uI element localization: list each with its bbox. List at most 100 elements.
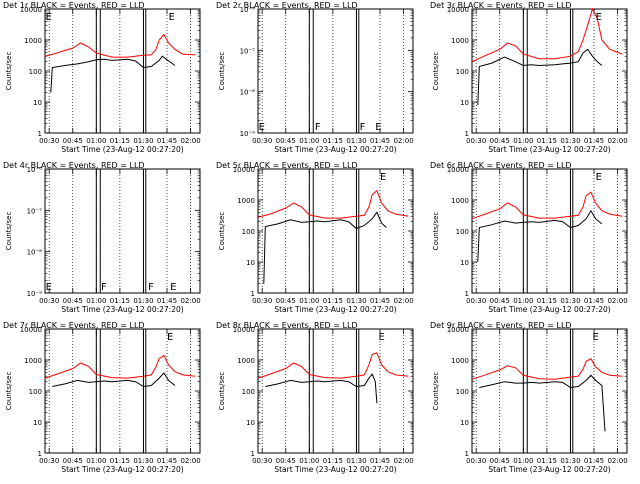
plot-frame bbox=[44, 328, 201, 454]
x-tick-label: 01:30 bbox=[560, 297, 580, 305]
x-tick-label: 01:30 bbox=[133, 137, 153, 145]
y-tick-label: 10 bbox=[246, 419, 255, 427]
x-tick-label: 01:45 bbox=[157, 297, 177, 305]
flag-annotation: E bbox=[46, 282, 52, 293]
x-tick-label: 00:45 bbox=[490, 297, 510, 305]
x-tick-label: 02:00 bbox=[607, 457, 627, 465]
flag-annotation: E bbox=[167, 332, 173, 343]
x-tick-label: 00:30 bbox=[252, 457, 272, 465]
x-tick-label: 01:15 bbox=[537, 457, 557, 465]
y-tick-label: 10000 bbox=[447, 166, 469, 174]
plot-frame bbox=[471, 168, 628, 294]
y-axis-label: Counts/sec bbox=[218, 52, 226, 91]
flag-annotation: F bbox=[360, 122, 366, 133]
y-tick-label: 1 bbox=[251, 290, 255, 298]
x-tick-label: 01:30 bbox=[560, 457, 580, 465]
y-tick-label: 1000 bbox=[24, 357, 42, 365]
y-tick-label: 10000 bbox=[447, 6, 469, 14]
y-tick-label: 10⁻⁸ bbox=[240, 89, 256, 97]
subplot-4: Det 4r BLACK = Events, RED = LLD 10⁻⁹ 10⁻⁸… bbox=[3, 161, 201, 314]
subplot-title: Det 2r BLACK = Events, RED = LLD bbox=[216, 1, 358, 10]
x-tick-label: 00:30 bbox=[39, 137, 59, 145]
flag-annotation: F bbox=[315, 122, 321, 133]
x-tick-label: 01:45 bbox=[157, 137, 177, 145]
x-tick-label: 01:45 bbox=[370, 137, 390, 145]
y-tick-label: 100 bbox=[242, 388, 255, 396]
y-tick-label: 10 bbox=[246, 259, 255, 267]
plot-frame bbox=[471, 328, 628, 454]
events-series-line bbox=[477, 48, 603, 106]
plot-frame bbox=[44, 8, 201, 134]
x-tick-label: 01:00 bbox=[86, 137, 106, 145]
y-tick-label: 1 bbox=[38, 130, 42, 138]
x-tick-label: 01:15 bbox=[323, 137, 343, 145]
x-axis-label: Start Time (23-Aug-12 00:27:20) bbox=[488, 145, 610, 154]
y-axis-label: Counts/sec bbox=[5, 372, 13, 411]
x-tick-label: 00:45 bbox=[63, 137, 83, 145]
plot-frame bbox=[257, 8, 414, 134]
y-tick-label: 1000 bbox=[24, 37, 42, 45]
flag-annotation: F bbox=[148, 282, 154, 293]
x-tick-label: 00:45 bbox=[63, 297, 83, 305]
x-tick-label: 01:15 bbox=[537, 137, 557, 145]
x-tick-label: 01:00 bbox=[513, 457, 533, 465]
x-tick-label: 01:15 bbox=[323, 297, 343, 305]
y-tick-label: 1 bbox=[465, 290, 469, 298]
plot-frame bbox=[44, 168, 201, 294]
flag-annotation: E bbox=[375, 122, 381, 133]
x-tick-label: 00:45 bbox=[276, 457, 296, 465]
x-tick-label: 01:00 bbox=[299, 137, 319, 145]
x-tick-label: 00:30 bbox=[39, 297, 59, 305]
lld-series-line bbox=[258, 352, 409, 379]
x-tick-label: 01:45 bbox=[584, 137, 604, 145]
y-tick-label: 10 bbox=[33, 419, 42, 427]
flag-annotation: E bbox=[46, 12, 52, 23]
y-tick-label: 100 bbox=[456, 388, 469, 396]
x-axis-label: Start Time (23-Aug-12 00:27:20) bbox=[488, 305, 610, 314]
events-series-line bbox=[265, 373, 378, 404]
x-tick-label: 01:15 bbox=[323, 457, 343, 465]
x-tick-label: 01:00 bbox=[299, 457, 319, 465]
flag-annotation: E bbox=[596, 12, 602, 23]
y-tick-label: 100 bbox=[29, 68, 42, 76]
flag-annotation: E bbox=[596, 172, 602, 183]
y-tick-label: 100 bbox=[456, 228, 469, 236]
lld-series-line bbox=[472, 191, 623, 220]
x-tick-label: 01:00 bbox=[513, 137, 533, 145]
x-tick-label: 02:00 bbox=[393, 457, 413, 465]
y-tick-label: 10 bbox=[33, 99, 42, 107]
plot-frame bbox=[471, 8, 628, 134]
events-series-line bbox=[479, 374, 606, 432]
x-tick-label: 01:45 bbox=[584, 297, 604, 305]
x-tick-label: 01:30 bbox=[346, 137, 366, 145]
x-axis-label: Start Time (23-Aug-12 00:27:20) bbox=[61, 305, 183, 314]
flag-annotation: E bbox=[170, 282, 176, 293]
y-tick-label: 10⁻⁸ bbox=[27, 249, 43, 257]
subplot-5: Det 5r BLACK = Events, RED = LLD 1 10 100 10… bbox=[216, 161, 414, 314]
subplot-title: Det 8r BLACK = Events, RED = LLD bbox=[216, 321, 358, 330]
x-tick-label: 02:00 bbox=[607, 297, 627, 305]
y-tick-label: 10⁻⁹ bbox=[27, 290, 43, 298]
y-tick-label: 10 bbox=[460, 419, 469, 427]
x-tick-label: 01:00 bbox=[513, 297, 533, 305]
x-tick-label: 00:45 bbox=[63, 457, 83, 465]
y-axis-label: Counts/sec bbox=[5, 212, 13, 251]
x-tick-label: 02:00 bbox=[607, 137, 627, 145]
x-tick-label: 01:15 bbox=[110, 457, 130, 465]
x-tick-label: 00:45 bbox=[490, 457, 510, 465]
x-tick-label: 01:15 bbox=[537, 297, 557, 305]
y-tick-label: 100 bbox=[29, 388, 42, 396]
flag-annotation: E bbox=[592, 332, 598, 343]
y-tick-label: 10 bbox=[460, 259, 469, 267]
y-tick-label: 1000 bbox=[237, 197, 255, 205]
x-tick-label: 00:30 bbox=[39, 457, 59, 465]
events-series-line bbox=[263, 211, 387, 284]
x-tick-label: 02:00 bbox=[180, 137, 200, 145]
lld-series-line bbox=[45, 33, 196, 58]
flag-annotation: E bbox=[380, 172, 386, 183]
y-axis-label: Counts/sec bbox=[218, 372, 226, 411]
y-tick-label: 10 bbox=[460, 99, 469, 107]
x-tick-label: 00:30 bbox=[466, 457, 486, 465]
y-tick-label: 1000 bbox=[237, 357, 255, 365]
